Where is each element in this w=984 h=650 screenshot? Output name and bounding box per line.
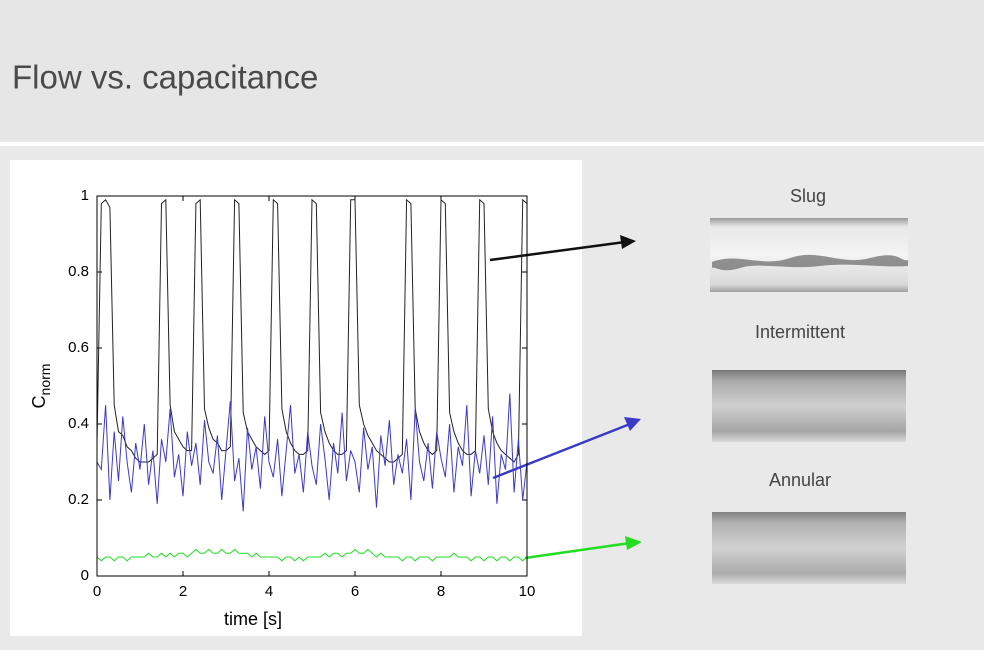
slide-title: Flow vs. capacitance: [12, 59, 318, 96]
y-tick-label: 1: [81, 187, 89, 204]
x-axis-label: time [s]: [224, 609, 282, 629]
y-axis-label: Cnorm: [29, 364, 53, 409]
flow-regime-label: Intermittent: [755, 322, 845, 342]
y-axis-label-sub: norm: [37, 364, 53, 396]
series-line: [96, 548, 528, 562]
plot-frame: [96, 195, 528, 577]
intermittent-photo: [712, 370, 906, 442]
x-tick-label: 8: [437, 583, 445, 600]
annular-photo: [712, 512, 906, 584]
y-tick-label: 0.2: [68, 491, 89, 508]
y-tick-label: 0.6: [68, 339, 89, 356]
x-tick-label: 2: [179, 583, 187, 600]
separator: [0, 142, 984, 146]
arrow: [524, 541, 631, 560]
x-tick-label: 6: [351, 583, 359, 600]
arrow: [489, 240, 626, 262]
slug-photo: [712, 254, 908, 271]
y-tick-label: 0.8: [68, 263, 89, 280]
series-line: [96, 198, 528, 463]
title-band: [0, 0, 984, 140]
series-line: [96, 393, 528, 512]
y-axis-label: C: [29, 395, 49, 408]
x-tick-label: 10: [519, 583, 536, 600]
flow-regime-label: Annular: [769, 470, 831, 490]
arrow-head: [620, 235, 636, 249]
x-tick-label: 4: [265, 583, 273, 600]
arrow-head: [625, 536, 642, 550]
chart-panel: [10, 160, 582, 636]
y-tick-label: 0.4: [68, 415, 89, 432]
flow-regime-label: Slug: [790, 186, 826, 206]
x-tick-label: 0: [93, 583, 101, 600]
y-tick-label: 0: [81, 567, 89, 584]
arrow-head: [624, 417, 641, 431]
